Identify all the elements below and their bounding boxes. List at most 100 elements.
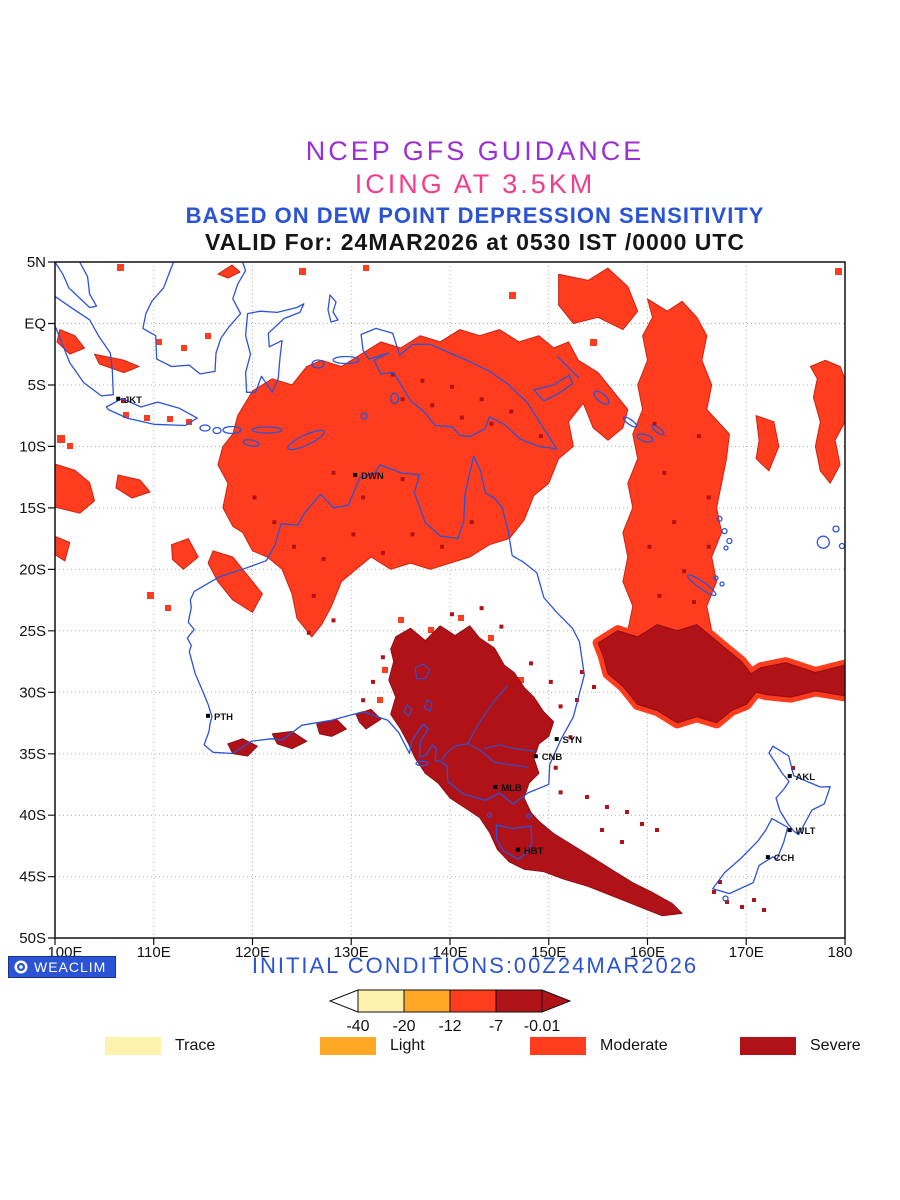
- colorbar-cell-trace: [357, 989, 405, 1013]
- station-marker-akl: [787, 774, 792, 778]
- colorbar: -40 -20 -12 -7 -0.01: [328, 989, 572, 1035]
- coast-aru: [390, 392, 400, 405]
- city-label-cnb: CNB: [542, 752, 563, 763]
- coast-australia: [186, 455, 585, 805]
- city-label-mlb: MLB: [501, 783, 522, 794]
- legend-label-trace: Trace: [175, 1036, 216, 1054]
- title-icing-level: ICING AT 3.5KM: [354, 169, 596, 199]
- y-tick-15s: 15S: [19, 500, 46, 517]
- x-tick-150e: 150E: [531, 944, 566, 961]
- x-tick-180: 180: [827, 944, 852, 961]
- legend-item-light: Light: [320, 1036, 425, 1055]
- lake-eyre: [414, 663, 431, 680]
- coast-lombok: [212, 426, 222, 435]
- coast-new-guinea: [360, 327, 558, 450]
- colorbar-arrow-right: [541, 989, 572, 1013]
- coast-loyalty-2: [719, 581, 725, 587]
- legend-label-moderate: Moderate: [600, 1036, 668, 1054]
- coast-vanuatu-4: [723, 545, 729, 551]
- colorbar-label-001: -0.01: [524, 1018, 561, 1035]
- legend-item-severe: Severe: [740, 1036, 861, 1055]
- colorbar-arrow-left: [328, 989, 359, 1013]
- coast-fiji-1: [816, 535, 830, 549]
- axis-tick-marks: [48, 261, 846, 945]
- colorbar-label-12: -12: [438, 1018, 461, 1035]
- coast-sulawesi: [244, 303, 305, 393]
- station-marker-hbt: [516, 847, 521, 852]
- station-marker-mlb: [493, 785, 498, 789]
- station-marker-jkt: [116, 396, 121, 401]
- legend-label-light: Light: [390, 1036, 425, 1054]
- city-label-dwn: DWN: [361, 471, 384, 482]
- coast-vanuatu-3: [726, 537, 733, 545]
- coast-buru: [311, 359, 325, 369]
- y-tick-30s: 30S: [19, 684, 46, 701]
- title-valid-time: VALID For: 24MAR2026 at 0530 IST /0000 U…: [204, 229, 746, 255]
- legend-swatch-severe-icon: [740, 1036, 796, 1055]
- y-tick-35s: 35S: [19, 746, 46, 763]
- coastlines: [55, 262, 845, 902]
- colorbar-labels: -40 -20 -12 -7 -0.01: [346, 1018, 560, 1035]
- coast-kangaroo-island: [415, 760, 429, 767]
- station-marker-syn: [554, 737, 559, 742]
- coast-malay-peninsula: [55, 262, 98, 309]
- station-marker-cnb: [533, 754, 538, 759]
- station-marker-wlt: [787, 828, 792, 833]
- weaclim-ring-icon: [14, 960, 28, 974]
- coast-seram: [332, 355, 360, 365]
- y-tick-20s: 20S: [19, 561, 46, 578]
- coast-fiji-2: [832, 525, 840, 533]
- coast-santa-isabel: [622, 416, 638, 428]
- x-tick-140e: 140E: [432, 944, 467, 961]
- y-tick-5n: 5N: [27, 254, 46, 271]
- coast-vanuatu-2: [721, 527, 728, 535]
- coast-loyalty-1: [713, 575, 719, 581]
- coast-sumba: [242, 439, 260, 447]
- coast-nz-south-island: [712, 817, 789, 895]
- coast-guadalcanal: [636, 433, 654, 443]
- x-tick-110e: 110E: [137, 944, 171, 961]
- coast-king-island: [486, 812, 493, 818]
- title-basis: BASED ON DEW POINT DEPRESSION SENSITIVIT…: [185, 203, 765, 228]
- coast-flinders-island: [526, 813, 532, 819]
- city-label-jkt: JKT: [124, 395, 142, 406]
- colorbar-cell-light: [403, 989, 451, 1013]
- city-labels: JKT DWN PTH SYN CNB MLB HBT AKL WLT CCH: [116, 395, 816, 864]
- y-tick-eq: EQ: [24, 316, 46, 333]
- legend-swatch-trace-icon: [105, 1036, 161, 1055]
- x-tick-160e: 160E: [630, 944, 665, 961]
- coast-sumatra: [55, 295, 114, 397]
- y-tick-50s: 50S: [19, 930, 46, 947]
- coast-tanimbar: [360, 412, 368, 420]
- legend-swatch-moderate-icon: [530, 1036, 586, 1055]
- station-marker-dwn: [353, 472, 358, 477]
- coast-timor: [287, 429, 325, 451]
- legend-item-trace: Trace: [105, 1036, 215, 1055]
- x-tick-120e: 120E: [235, 944, 270, 961]
- coast-tasmania: [495, 824, 533, 860]
- river-lachlan: [483, 744, 535, 752]
- x-tick-170e: 170E: [729, 944, 764, 961]
- lake-gairdner: [403, 704, 413, 717]
- coast-bougainville: [593, 390, 610, 405]
- coast-halmahera: [327, 294, 339, 323]
- icing-map: 5N EQ 5S 10S 15S 20S 25S 30S 35S 40S 45S…: [19, 254, 852, 961]
- city-label-syn: SYN: [563, 735, 583, 746]
- weaclim-logo: WEACLIM: [8, 956, 117, 978]
- y-tick-5s: 5S: [28, 377, 46, 394]
- colorbar-cell-severe: [495, 989, 543, 1013]
- y-tick-40s: 40S: [19, 807, 46, 824]
- coast-bali: [199, 424, 211, 432]
- city-label-wlt: WLT: [796, 826, 816, 837]
- colorbar-label-20: -20: [392, 1018, 415, 1035]
- x-axis-labels: 100E 110E 120E 130E 140E 150E 160E 170E …: [47, 944, 852, 961]
- coast-fiji-3: [838, 542, 845, 550]
- legend-swatch-light-icon: [320, 1036, 376, 1055]
- city-label-hbt: HBT: [524, 846, 544, 857]
- y-tick-10s: 10S: [19, 438, 46, 455]
- colorbar-label-40: -40: [346, 1018, 369, 1035]
- legend-item-moderate: Moderate: [530, 1036, 668, 1055]
- coast-stewart-island: [722, 895, 729, 902]
- river-murray: [441, 743, 528, 768]
